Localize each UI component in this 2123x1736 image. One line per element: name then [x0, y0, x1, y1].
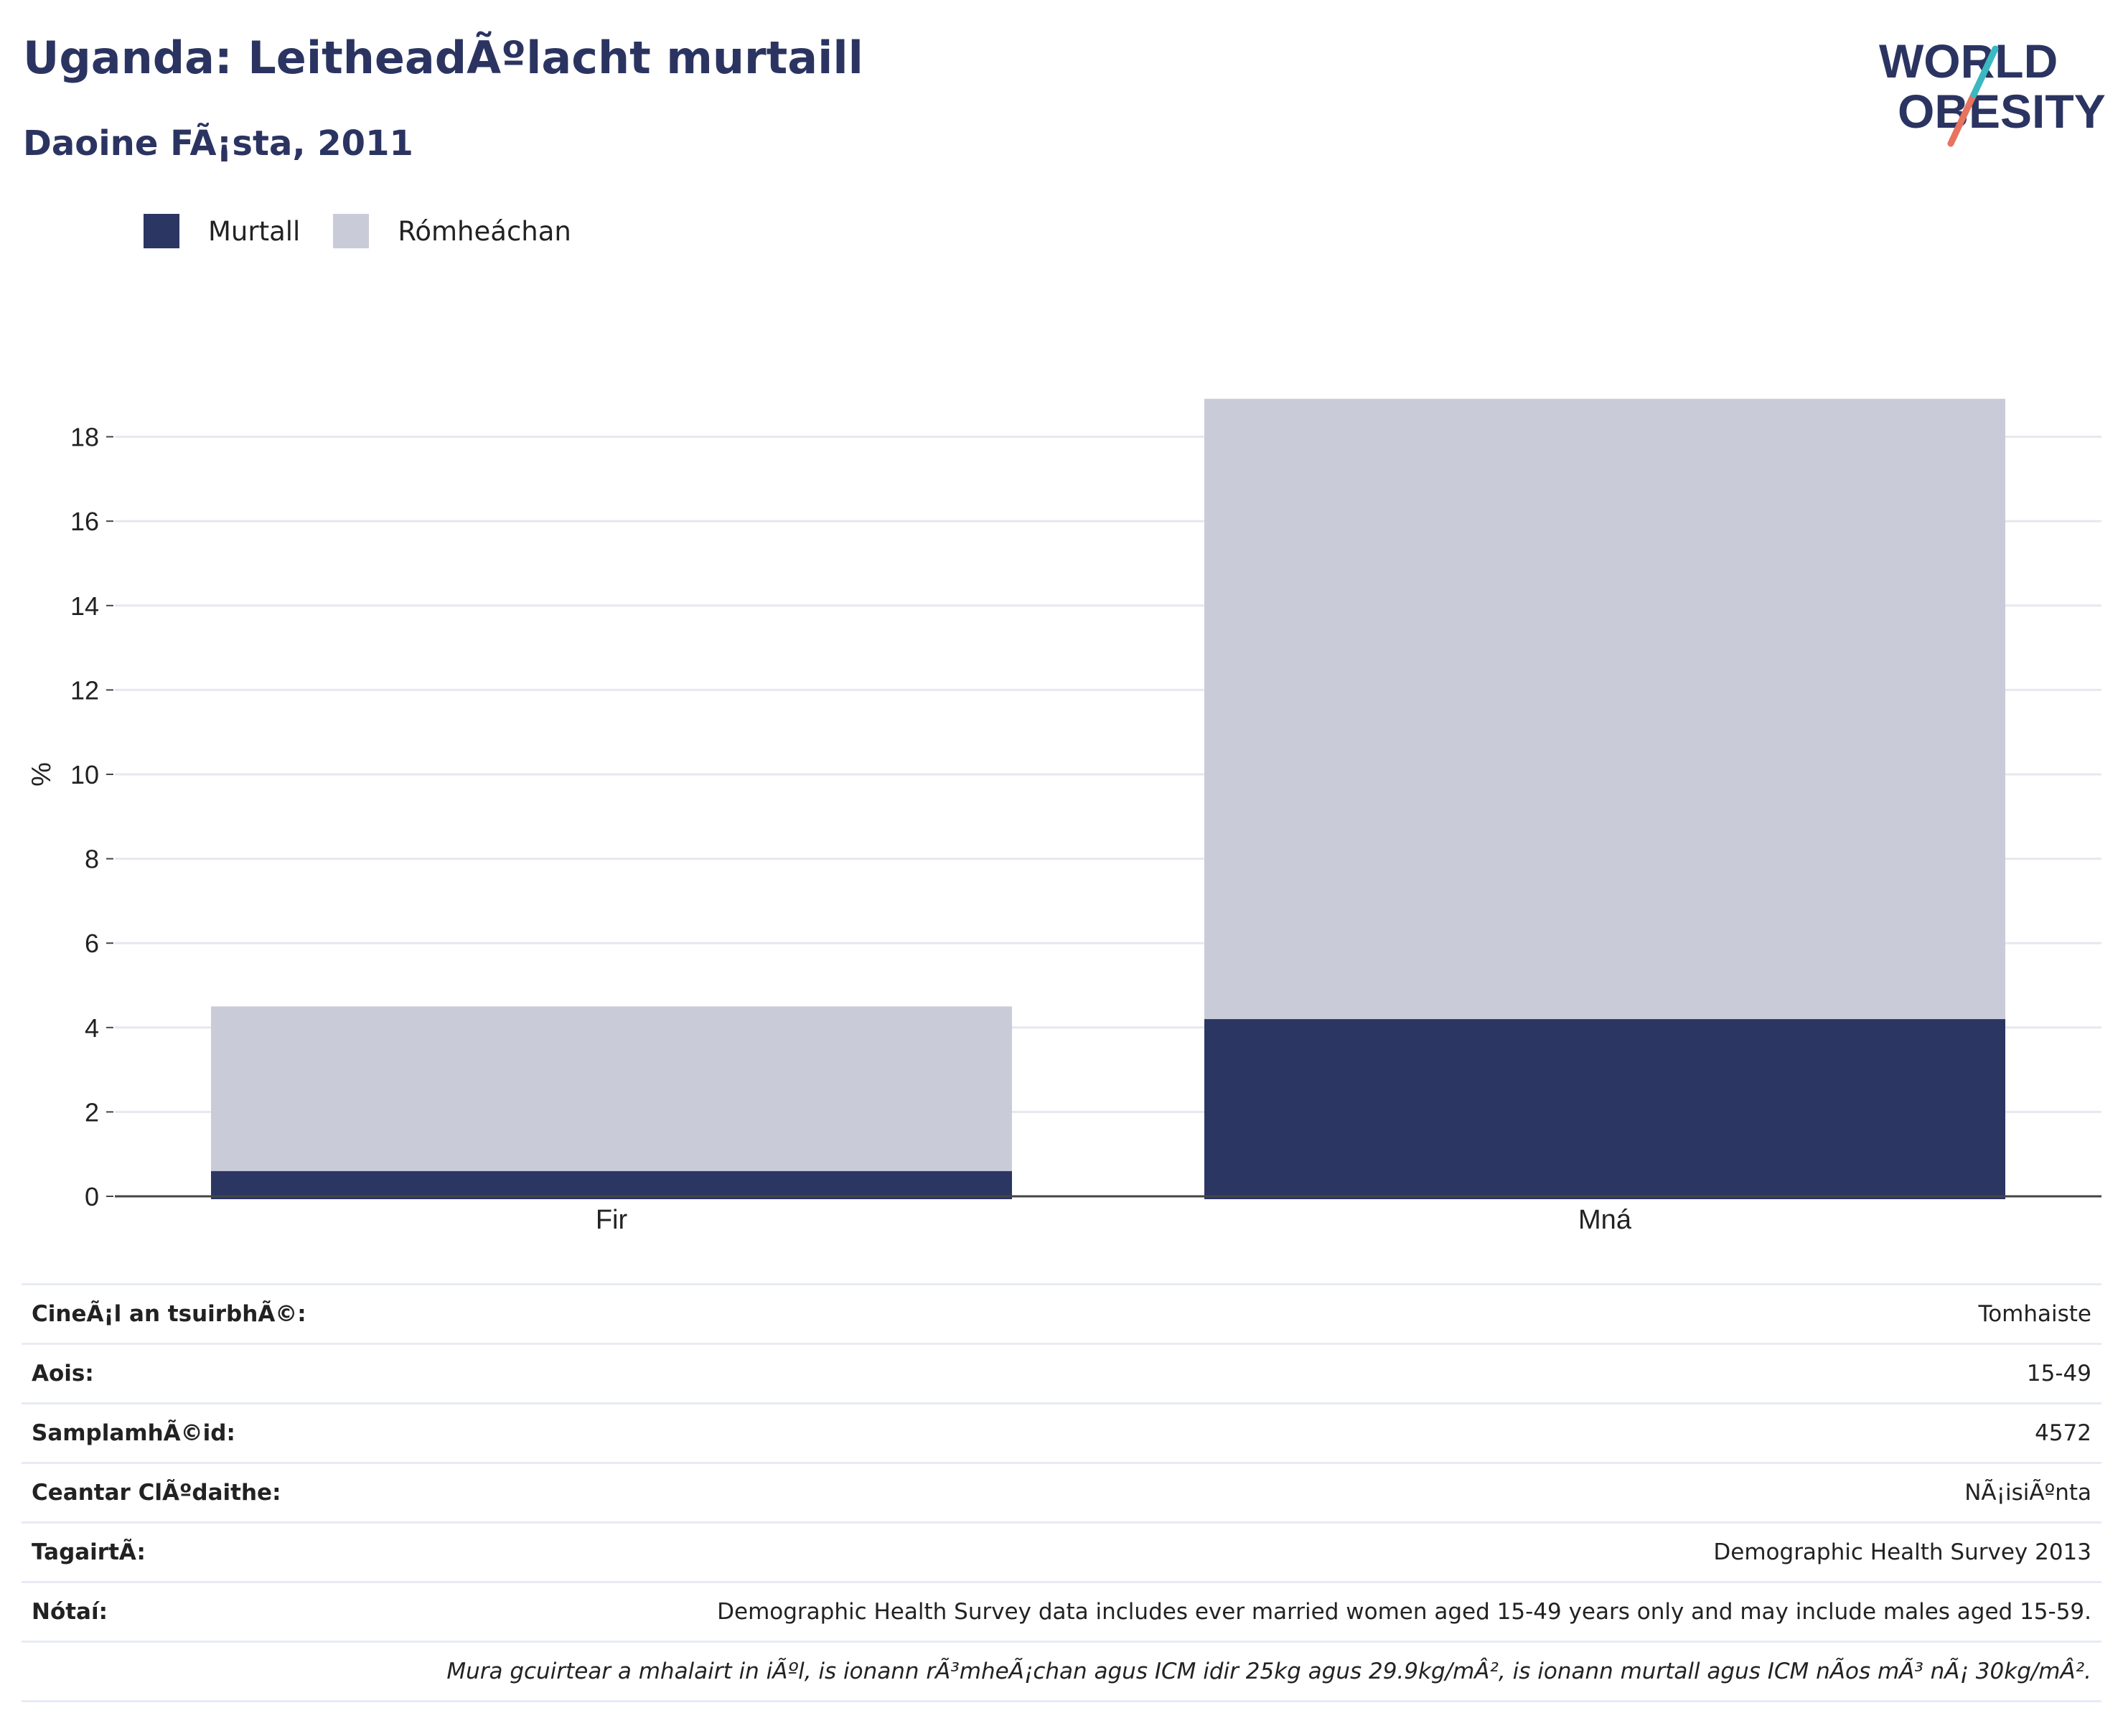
x-tick-label: Mná	[1578, 1205, 1632, 1235]
chart-legend: Murtall Rómheáchan	[144, 211, 604, 251]
info-row: SamplamhÃ©id: 4572	[22, 1402, 2101, 1463]
y-tick-label: 16	[70, 507, 99, 536]
info-value: Demographic Health Survey data includes …	[384, 1581, 2101, 1642]
chart-subtitle: Daoine FÃ¡sta, 2011	[23, 123, 413, 164]
survey-info-table: CineÃ¡l an tsuirbhÃ©: Tomhaiste Aois: 15-49…	[22, 1283, 2101, 1702]
y-tick-label: 12	[70, 675, 99, 705]
y-tick-label: 4	[85, 1013, 99, 1043]
logo-line2: OBESITY	[1898, 85, 2106, 138]
info-label: Ceantar ClÃºdaithe:	[22, 1462, 385, 1523]
y-tick-label: 10	[70, 760, 99, 789]
bar-murtall-0[interactable]	[211, 1170, 1012, 1199]
info-label: SamplamhÃ©id:	[22, 1402, 385, 1463]
legend-item-romheachan[interactable]: Rómheáchan	[333, 214, 571, 248]
legend-label-murtall: Murtall	[208, 215, 301, 247]
y-tick-label: 18	[70, 423, 99, 452]
footnote-row: Mura gcuirtear a mhalairt in iÃºl, is io…	[22, 1641, 2101, 1702]
info-value: 15-49	[384, 1343, 2101, 1404]
y-axis-label: %	[27, 762, 57, 787]
legend-label-romheachan: Rómheáchan	[398, 215, 571, 247]
legend-swatch-murtall	[144, 214, 179, 248]
legend-swatch-romheachan	[333, 214, 370, 248]
info-row: Nótaí: Demographic Health Survey data inc…	[22, 1581, 2101, 1642]
y-tick-label: 8	[85, 845, 99, 874]
info-row: TagairtÃ: Demographic Health Survey 2013	[22, 1521, 2101, 1582]
info-value: 4572	[384, 1402, 2101, 1463]
x-tick-label: Fir	[596, 1205, 628, 1235]
info-label: CineÃ¡l an tsuirbhÃ©:	[22, 1283, 385, 1344]
legend-item-murtall[interactable]: Murtall	[144, 214, 300, 248]
info-value: Tomhaiste	[384, 1283, 2101, 1344]
info-row: CineÃ¡l an tsuirbhÃ©: Tomhaiste	[22, 1283, 2101, 1344]
y-tick-label: 14	[70, 591, 99, 621]
bar-chart: 0 2 4 6 8 10 12 14 16 18 Fir Mná %	[27, 398, 2101, 1235]
info-value: Demographic Health Survey 2013	[384, 1521, 2101, 1582]
y-tick-label: 6	[85, 929, 99, 958]
logo-line1: WORLD	[1879, 34, 2058, 88]
info-label: Aois:	[22, 1343, 385, 1404]
bar-murtall-1[interactable]	[1204, 1019, 2005, 1199]
chart-title: Uganda: LeitheadÃºlacht murtaill	[23, 32, 863, 84]
bar-romheachan-1[interactable]	[1204, 398, 2005, 1020]
info-row: Ceantar ClÃºdaithe: NÃ¡isiÃºnta	[22, 1462, 2101, 1523]
y-tick-label: 2	[85, 1097, 99, 1127]
info-label: TagairtÃ:	[22, 1521, 385, 1582]
footnote: Mura gcuirtear a mhalairt in iÃºl, is io…	[22, 1641, 2101, 1702]
world-obesity-logo: WORLD OBESITY	[1866, 20, 2110, 149]
info-value: NÃ¡isiÃºnta	[384, 1462, 2101, 1523]
info-row: Aois: 15-49	[22, 1343, 2101, 1404]
y-tick-label: 0	[85, 1182, 99, 1211]
bar-romheachan-0[interactable]	[211, 1006, 1012, 1171]
info-label: Nótaí:	[22, 1581, 385, 1642]
